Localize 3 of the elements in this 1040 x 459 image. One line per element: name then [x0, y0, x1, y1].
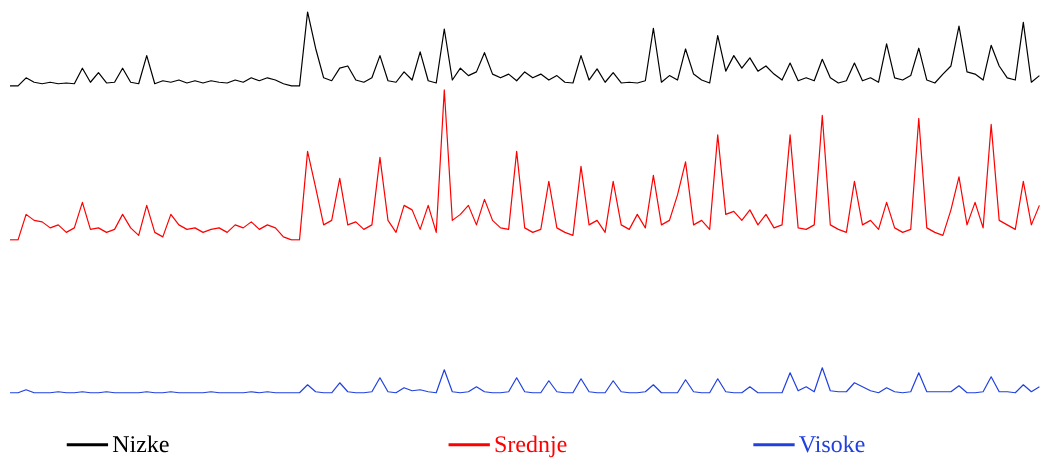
legend-label: Visoke	[799, 435, 865, 453]
legend-label: Srednje	[495, 435, 567, 458]
legend-label: Nizke	[112, 435, 169, 453]
